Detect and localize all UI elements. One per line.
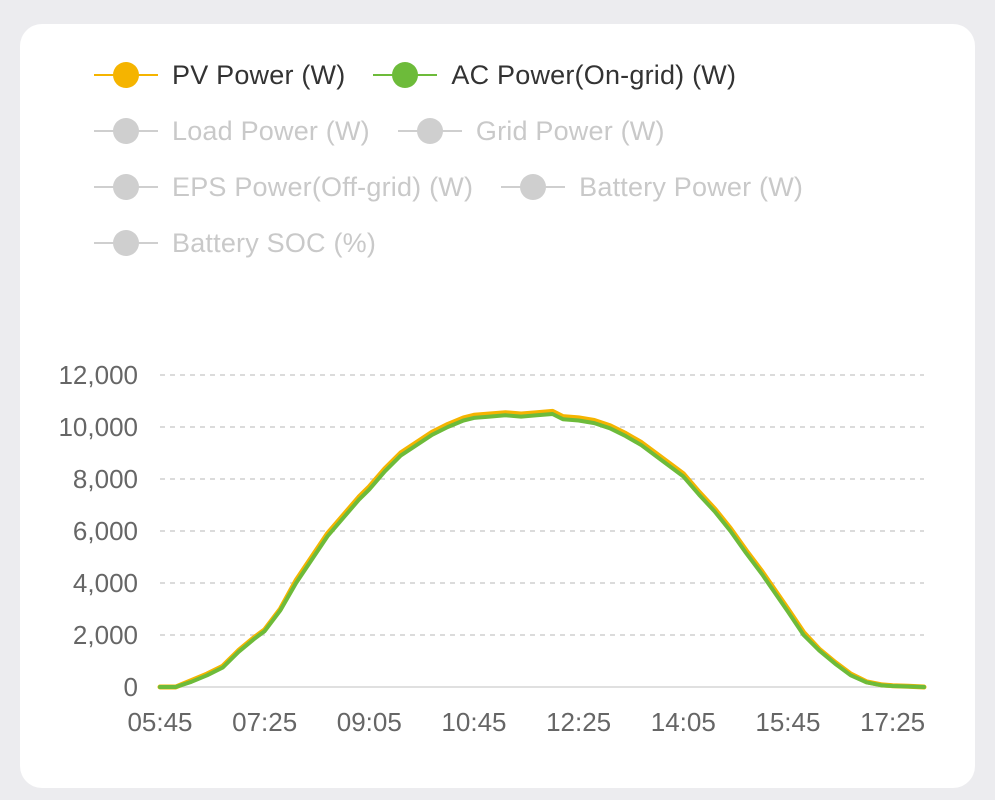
chart-card [20,24,975,788]
legend-row: Battery SOC (%) [94,215,914,271]
y-tick-label: 2,000 [73,620,138,650]
legend-item[interactable]: PV Power (W) [94,60,345,91]
x-tick-label: 15:45 [755,707,820,737]
x-tick-label: 10:45 [441,707,506,737]
legend-item[interactable]: AC Power(On-grid) (W) [373,60,736,91]
legend-marker-icon [397,117,462,145]
y-tick-label: 8,000 [73,464,138,494]
legend-marker-icon [94,61,158,89]
x-tick-label: 05:45 [127,707,192,737]
y-tick-label: 6,000 [73,516,138,546]
legend-item[interactable]: Grid Power (W) [397,115,665,147]
y-tick-label: 12,000 [58,360,138,390]
legend-label: EPS Power(Off-grid) (W) [172,171,474,202]
legend-label: Load Power (W) [172,115,370,146]
legend-label: AC Power(On-grid) (W) [451,59,737,90]
y-tick-label: 10,000 [58,412,138,442]
series-line [158,412,926,689]
legend-item[interactable]: Battery SOC (%) [94,228,376,259]
x-tick-label: 14:05 [651,707,716,737]
legend-marker-icon [94,173,158,201]
y-tick-label: 0 [124,672,138,702]
series-line [157,408,927,690]
y-tick-label: 4,000 [73,568,138,598]
legend-marker-icon [94,117,158,145]
legend-row: EPS Power(Off-grid) (W) Battery Power (W) [94,159,914,215]
legend-marker-icon [373,61,438,89]
x-tick-label: 12:25 [546,707,611,737]
legend-item[interactable]: Battery Power (W) [501,172,803,203]
legend-label: PV Power (W) [172,59,346,90]
x-tick-label: 09:05 [337,707,402,737]
legend-item[interactable]: Load Power (W) [94,116,370,147]
x-tick-label: 07:25 [232,707,297,737]
legend-marker-icon [94,229,158,257]
legend-row: PV Power (W) AC Power(On-grid) (W) [94,47,914,103]
legend-label: Battery Power (W) [579,171,804,202]
chart-legend: PV Power (W) AC Power(On-grid) (W) Load Po… [94,47,914,271]
x-tick-label: 17:25 [860,707,925,737]
legend-marker-icon [501,173,566,201]
legend-label: Battery SOC (%) [172,227,377,258]
legend-item[interactable]: EPS Power(Off-grid) (W) [94,172,473,203]
legend-row: Load Power (W) Grid Power (W) [94,103,914,159]
legend-label: Grid Power (W) [475,115,665,146]
